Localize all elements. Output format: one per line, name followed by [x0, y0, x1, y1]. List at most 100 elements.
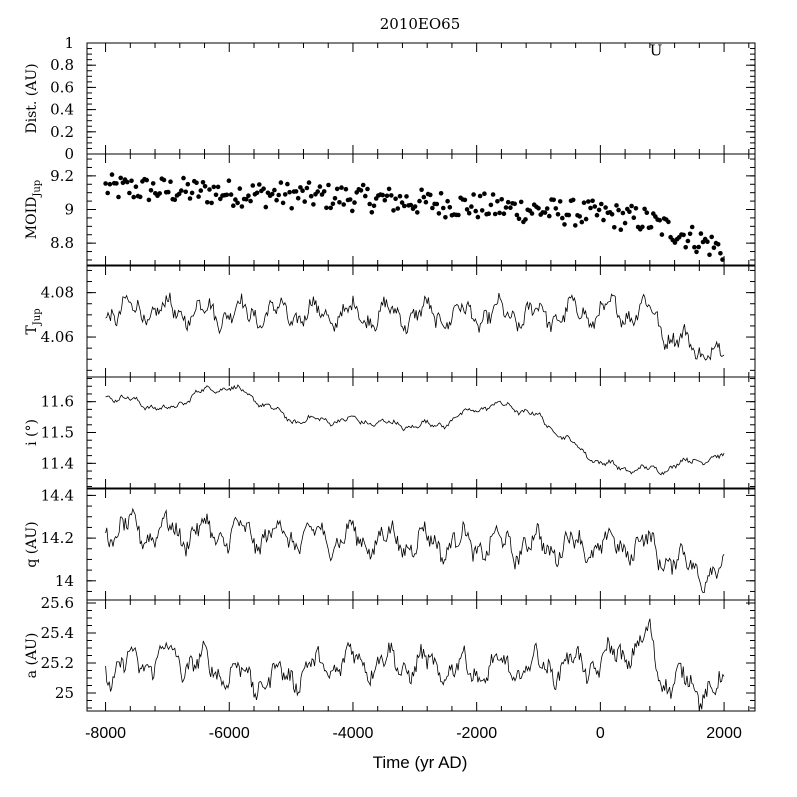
scatter-point: [441, 205, 446, 211]
scatter-point: [642, 206, 647, 212]
scatter-point: [698, 231, 704, 236]
scatter-point: [666, 219, 671, 225]
scatter-point: [495, 199, 500, 204]
scatter-point: [492, 211, 498, 217]
scatter-point: [261, 186, 266, 191]
scatter-point: [720, 257, 725, 262]
scatter-point: [239, 204, 245, 209]
scatter-point: [263, 204, 269, 210]
scatter-point: [168, 179, 173, 184]
scatter-point: [235, 200, 240, 206]
y-tick-label-tjup: 4.08: [41, 284, 74, 302]
scatter-point: [386, 186, 392, 192]
scatter-point: [594, 212, 600, 218]
scatter-point: [289, 206, 295, 211]
scatter-point: [363, 193, 368, 199]
scatter-point: [471, 192, 476, 197]
scatter-point: [150, 181, 156, 186]
scatter-point: [306, 180, 312, 185]
scatter-point: [328, 205, 334, 211]
scatter-point: [161, 177, 167, 183]
scatter-point: [412, 204, 418, 209]
scatter-point: [499, 197, 505, 202]
scatter-point: [536, 206, 541, 211]
series-line-tjup: [105, 292, 725, 361]
scatter-point: [542, 210, 548, 215]
y-axis-label-q: q (AU): [24, 521, 40, 567]
scatter-point: [124, 179, 130, 185]
scatter-point: [618, 227, 624, 232]
scatter-point: [523, 217, 528, 222]
x-tick-label: 2000: [706, 725, 742, 742]
scatter-point: [573, 223, 578, 228]
scatter-point: [490, 192, 496, 197]
scatter-point: [402, 203, 407, 209]
scatter-point: [107, 181, 113, 187]
scatter-point: [672, 240, 678, 245]
scatter-point: [371, 203, 377, 209]
scatter-point: [133, 184, 139, 189]
scatter-point: [644, 210, 650, 215]
scatter-point: [131, 194, 136, 200]
scatter-point: [579, 219, 585, 225]
scatter-point: [514, 212, 520, 218]
scatter-point: [477, 193, 483, 199]
y-tick-label-dist: 0.8: [50, 56, 74, 74]
scatter-point: [469, 204, 474, 209]
scatter-point: [215, 184, 221, 190]
scatter-point: [620, 210, 626, 216]
scatter-point: [304, 185, 310, 191]
scatter-point: [588, 205, 593, 211]
scatter-point: [694, 249, 699, 255]
scatter-point: [503, 205, 509, 210]
scatter-point: [438, 191, 444, 196]
scatter-point: [200, 180, 206, 185]
scatter-point: [479, 208, 485, 213]
scatter-point: [399, 200, 405, 205]
scatter-point: [711, 245, 717, 250]
x-tick-label: -2000: [456, 725, 497, 742]
chart-title: 2010EO65: [380, 15, 461, 33]
scatter-point: [518, 199, 524, 205]
scatter-point: [462, 197, 468, 203]
scatter-point: [332, 196, 338, 201]
scatter-point: [657, 217, 662, 223]
y-tick-label-dist: 0: [64, 145, 74, 163]
scatter-point: [380, 192, 386, 198]
scatter-point: [209, 200, 214, 206]
scatter-point: [137, 194, 143, 200]
scatter-point: [436, 211, 442, 216]
scatter-point: [367, 201, 373, 207]
scatter-point: [696, 244, 701, 250]
scatter-point: [551, 197, 556, 203]
scatter-point: [423, 199, 429, 205]
scatter-point: [681, 232, 686, 238]
scatter-point: [231, 203, 236, 208]
scatter-point: [464, 207, 470, 212]
scatter-point: [395, 206, 401, 211]
scatter-point: [560, 215, 565, 221]
scatter-point: [189, 190, 195, 196]
scatter-point: [612, 225, 617, 230]
scatter-point: [244, 197, 249, 202]
scatter-point: [114, 181, 119, 186]
scatter-point: [640, 224, 645, 230]
scatter-point: [516, 216, 522, 222]
scatter-point: [577, 214, 582, 219]
scatter-point: [592, 204, 598, 209]
y-tick-label-a: 25.6: [41, 594, 74, 612]
y-tick-label-dist: 0.4: [50, 101, 74, 119]
x-tick-label: -4000: [333, 725, 374, 742]
scatter-point: [599, 201, 604, 207]
scatter-point: [246, 193, 251, 198]
scatter-point: [685, 238, 691, 244]
y-axis-label-incl: i (°): [24, 419, 40, 446]
scatter-point: [705, 239, 710, 244]
scatter-point: [293, 189, 299, 194]
scatter-point: [118, 175, 123, 181]
scatter-point: [352, 200, 357, 205]
scatter-point: [302, 199, 308, 204]
y-axis-label-subscript: Jup: [32, 180, 43, 198]
scatter-point: [648, 224, 654, 230]
scatter-point: [194, 180, 199, 186]
